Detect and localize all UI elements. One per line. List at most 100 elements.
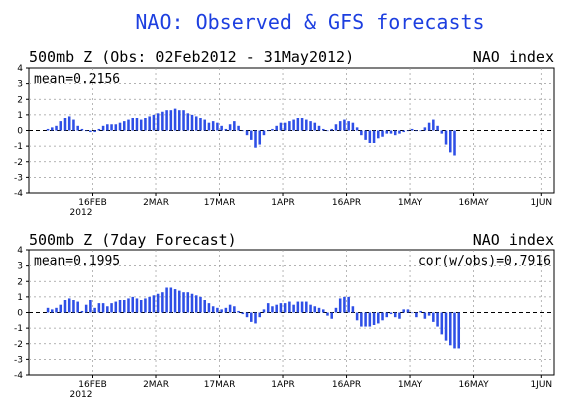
nao-bar bbox=[80, 310, 84, 313]
nao-bar bbox=[80, 128, 84, 131]
nao-bar bbox=[207, 122, 211, 131]
nao-bar bbox=[199, 118, 202, 131]
y-tick-label: 0 bbox=[17, 127, 23, 137]
nao-bar bbox=[288, 121, 291, 131]
nao-bar bbox=[63, 300, 67, 313]
nao-bar bbox=[186, 113, 190, 131]
nao-bar bbox=[165, 287, 168, 313]
x-tick-label: 17MAR bbox=[204, 198, 236, 208]
x-tick-label: 1MAY bbox=[398, 380, 423, 390]
nao-bar bbox=[211, 121, 215, 131]
x-axis-ticks: 16FEB 2MAR 17MAR 1APR 16APR 1MAY 16MAY 1JUN bbox=[78, 193, 552, 208]
observed-nao-panel: 500mb Z (Obs: 02Feb2012 - 31May2012) NAO… bbox=[14, 48, 555, 218]
y-tick-label: 2 bbox=[17, 277, 23, 287]
nao-bar bbox=[161, 292, 164, 313]
bar-series bbox=[46, 108, 456, 156]
nao-bar bbox=[288, 301, 291, 313]
nao-bar bbox=[178, 290, 181, 313]
nao-bar bbox=[131, 296, 134, 313]
nao-bar bbox=[194, 116, 198, 131]
nao-bar bbox=[254, 130, 257, 148]
nao-bar bbox=[216, 122, 219, 131]
y-tick-label: 1 bbox=[17, 293, 23, 303]
nao-bar bbox=[228, 124, 232, 131]
nao-bar bbox=[55, 125, 58, 131]
y-axis-ticks: 4 3 2 1 0 -1 -2 -3 -4 bbox=[14, 64, 29, 199]
nao-bar bbox=[250, 312, 253, 322]
nao-bar bbox=[317, 307, 321, 313]
nao-bar bbox=[156, 113, 160, 131]
nao-bar bbox=[139, 119, 143, 131]
nao-bar bbox=[190, 114, 194, 131]
nao-bar bbox=[127, 119, 130, 131]
nao-bar bbox=[199, 296, 202, 313]
nao-bar bbox=[266, 303, 270, 313]
nao-bar bbox=[355, 312, 359, 321]
nao-bar bbox=[106, 306, 109, 313]
nao-bar bbox=[46, 128, 50, 131]
nao-bar bbox=[203, 119, 206, 131]
nao-bar bbox=[101, 125, 105, 131]
nao-bar bbox=[351, 306, 355, 313]
nao-bar bbox=[148, 116, 151, 131]
nao-bar bbox=[241, 312, 245, 315]
nao-bar bbox=[228, 304, 232, 313]
nao-bar bbox=[279, 303, 283, 313]
nao-bar bbox=[84, 130, 88, 132]
nao-bar bbox=[275, 304, 278, 313]
nao-bar bbox=[93, 307, 96, 313]
nao-bar bbox=[224, 128, 228, 131]
mean-annotation: mean=0.2156 bbox=[34, 72, 120, 87]
nao-bar bbox=[237, 310, 240, 313]
y-tick-label: -1 bbox=[14, 142, 23, 152]
nao-bar bbox=[144, 298, 147, 313]
y-tick-label: -3 bbox=[14, 355, 23, 365]
nao-bar bbox=[334, 124, 338, 131]
nao-bar bbox=[275, 125, 278, 131]
nao-bar bbox=[309, 121, 312, 131]
panel-title-left: 500mb Z (7day Forecast) bbox=[29, 231, 237, 249]
nao-bar bbox=[51, 309, 54, 313]
nao-bar bbox=[398, 312, 401, 319]
nao-bar bbox=[330, 312, 333, 319]
nao-bar bbox=[423, 312, 427, 319]
y-tick-label: 4 bbox=[17, 64, 23, 74]
nao-bar bbox=[118, 300, 122, 313]
nao-bar bbox=[258, 312, 262, 318]
nao-bar bbox=[321, 309, 325, 313]
nao-bar bbox=[313, 122, 317, 131]
nao-bar bbox=[419, 310, 422, 313]
nao-bar bbox=[364, 130, 367, 140]
nao-bar bbox=[398, 130, 401, 134]
nao-bar bbox=[334, 307, 338, 313]
nao-bar bbox=[423, 127, 427, 131]
nao-bar bbox=[262, 130, 266, 136]
panel-title-right: NAO index bbox=[473, 231, 554, 249]
nao-bar bbox=[118, 122, 122, 131]
nao-bar bbox=[97, 128, 101, 131]
nao-bar bbox=[258, 130, 262, 145]
nao-bar bbox=[127, 298, 130, 313]
nao-bar bbox=[385, 312, 389, 318]
nao-bar bbox=[427, 122, 431, 131]
nao-bar bbox=[449, 312, 452, 346]
nao-bar bbox=[237, 125, 240, 131]
nao-bar bbox=[186, 292, 190, 313]
y-tick-label: -2 bbox=[14, 340, 23, 350]
y-tick-label: -4 bbox=[14, 371, 23, 381]
nao-bar bbox=[233, 121, 236, 131]
nao-bar bbox=[271, 128, 274, 131]
nao-bar bbox=[296, 301, 300, 313]
nao-bar bbox=[207, 303, 211, 313]
nao-bar bbox=[262, 309, 266, 313]
nao-bar bbox=[317, 125, 321, 131]
nao-bar bbox=[101, 303, 105, 313]
nao-bar bbox=[122, 300, 126, 313]
nao-bar bbox=[152, 295, 156, 313]
bar-series bbox=[46, 287, 461, 349]
nao-bar bbox=[326, 130, 329, 132]
nao-bar bbox=[131, 118, 134, 131]
nao-bar bbox=[436, 312, 439, 327]
nao-bar bbox=[89, 130, 92, 133]
